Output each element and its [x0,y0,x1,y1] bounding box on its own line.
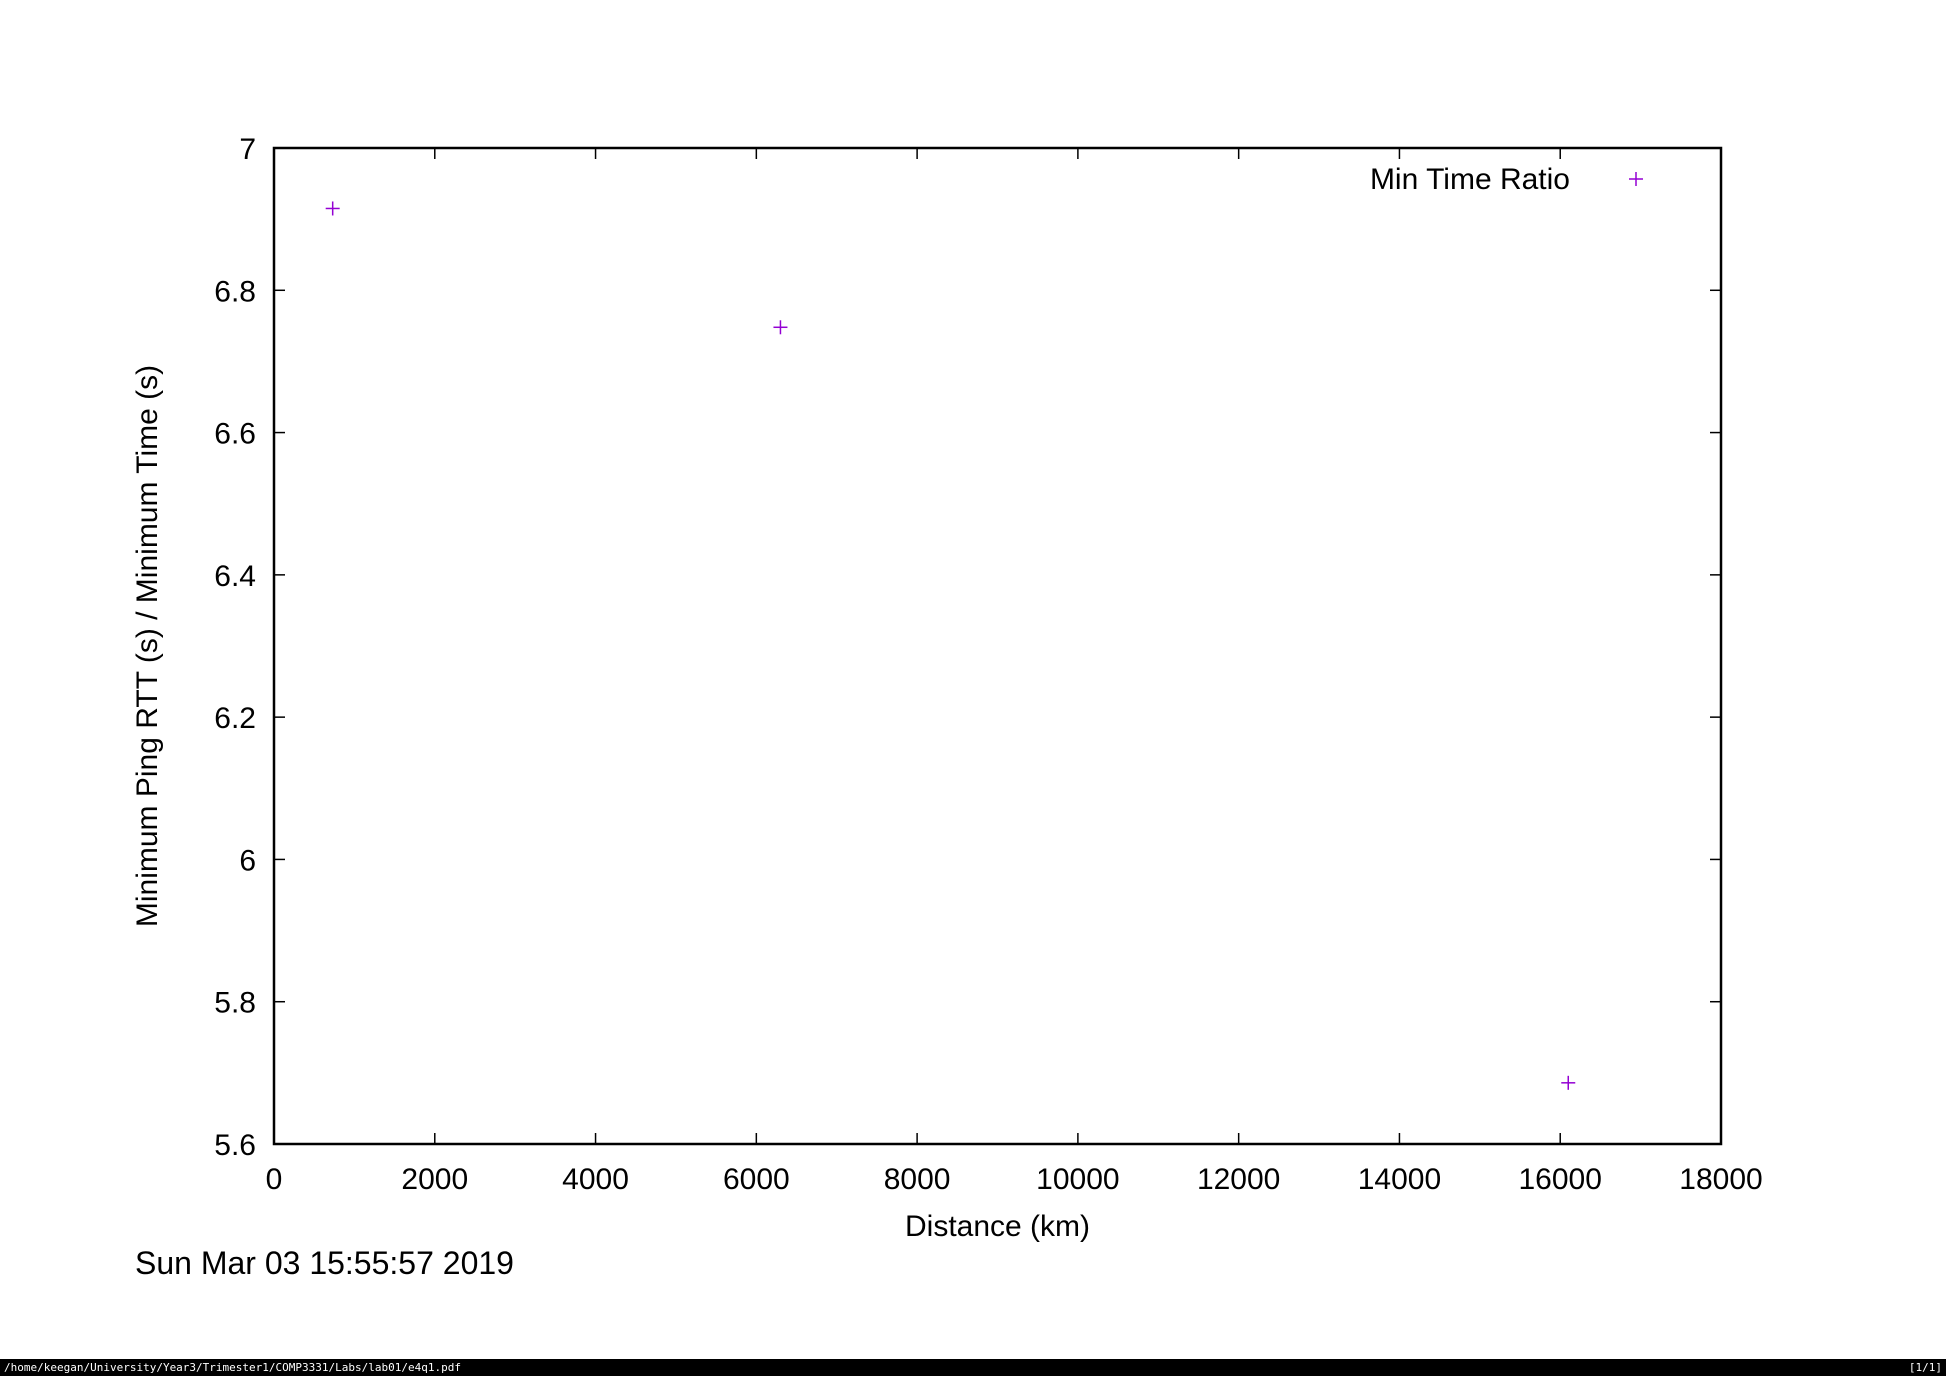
x-tick-label: 2000 [401,1163,468,1196]
x-tick-label: 10000 [1036,1163,1119,1196]
x-tick-label: 4000 [562,1163,629,1196]
axis-labels: 0 2000 4000 6000 8000 10000 12000 14000 16000 180… [131,133,1763,1243]
legend-marker [1629,172,1643,186]
data-points [325,201,1576,1090]
y-tick-label: 6.4 [214,560,256,593]
y-axis-label: Minimum Ping RTT (s) / Minimum Time (s) [131,365,164,927]
plot-frame [272,146,1723,1146]
x-tick-label: 16000 [1519,1163,1602,1196]
y-tick-label: 7 [239,133,256,166]
page-indicator: [1/1] [1908,1361,1942,1374]
y-tick-label: 6.6 [214,418,256,451]
legend: Min Time Ratio [1370,163,1643,196]
x-tick-label: 14000 [1358,1163,1441,1196]
y-tick-label: 6 [239,844,256,877]
data-point [1561,1075,1576,1090]
x-tick-label: 8000 [884,1163,951,1196]
y-tick-label: 6.8 [214,275,256,308]
data-point [773,320,788,335]
y-tick-label: 5.6 [214,1129,256,1162]
status-bar: /home/keegan/University/Year3/Trimester1… [0,1359,1946,1376]
x-axis-label: Distance (km) [905,1210,1090,1243]
y-tick-label: 5.8 [214,987,256,1020]
x-tick-label: 0 [266,1163,283,1196]
x-tick-label: 6000 [723,1163,790,1196]
file-path: /home/keegan/University/Year3/Trimester1… [4,1361,461,1374]
legend-label: Min Time Ratio [1370,163,1570,196]
data-point [325,201,340,216]
y-tick-label: 6.2 [214,702,256,735]
x-tick-label: 12000 [1197,1163,1280,1196]
axes [272,146,1723,1146]
x-tick-label: 18000 [1679,1163,1762,1196]
plot-timestamp: Sun Mar 03 15:55:57 2019 [135,1245,514,1281]
